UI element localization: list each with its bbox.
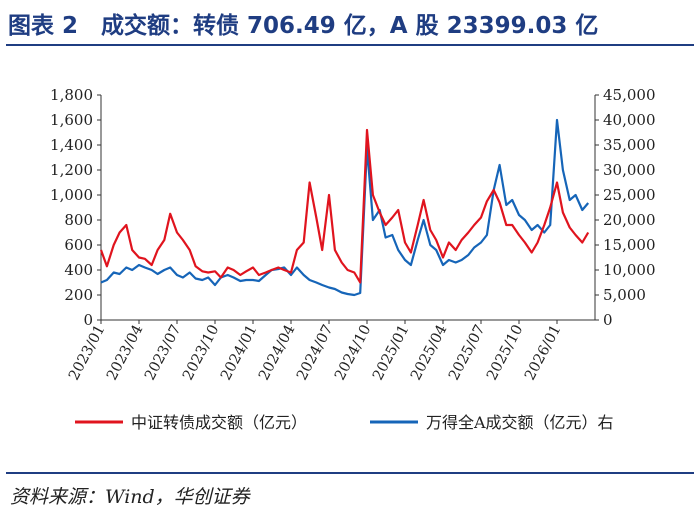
x-tick-label: 2025/01 [370,322,412,383]
turnover-chart: 0 200 400 600 800 1,000 1,200 1,400 1,600 1,800 0 5… [50,86,655,432]
x-tick-label: 2023/04 [104,322,146,383]
y-left-tick-label: 800 [64,211,93,229]
source-note: 资料来源：Wind，华创证券 [10,486,250,508]
y-left-tick-label: 0 [83,311,93,329]
y-right-tick-label: 30,000 [603,161,656,179]
y-right-tick-label: 40,000 [603,111,656,129]
axes: 0 200 400 600 800 1,000 1,200 1,400 1,600 1,800 0 5… [50,86,655,383]
y-left-tick-label: 1,400 [50,136,93,154]
source-divider [6,472,694,474]
y-left-tick-label: 600 [64,236,93,254]
y-right-tick-label: 35,000 [603,136,656,154]
title-divider [6,44,694,46]
x-tick-label: 2025/04 [408,322,450,383]
legend: 中证转债成交额（亿元） 万得全A成交额（亿元）右 [75,413,614,432]
x-tick-label: 2023/01 [66,322,108,383]
y-left-tick-label: 400 [64,261,93,279]
x-tick-label: 2025/10 [484,322,526,383]
y-right-tick-label: 15,000 [603,236,656,254]
y-right-tick-label: 5,000 [603,286,646,304]
figure-title: 图表 2 成交额：转债 706.49 亿，A 股 23399.03 亿 [8,13,599,39]
y-right-tick-label: 20,000 [603,211,656,229]
y-right-tick-label: 0 [603,311,613,329]
y-left-tick-label: 1,600 [50,111,93,129]
y-left-tick-label: 1,800 [50,86,93,104]
x-tick-label: 2023/10 [180,322,222,383]
x-tick-label: 2024/10 [332,322,374,383]
y-right-tick-label: 10,000 [603,261,656,279]
series-layer [99,118,590,297]
y-left-tick-label: 200 [64,286,93,304]
y-left-tick-label: 1,200 [50,161,93,179]
x-tick-label: 2024/07 [294,322,336,383]
legend-label: 万得全A成交额（亿元）右 [426,413,614,432]
x-tick-label: 2024/04 [256,322,298,383]
y-left-tick-label: 1,000 [50,186,93,204]
legend-label: 中证转债成交额（亿元） [131,413,307,432]
series-line-a-share [100,118,590,297]
y-right-tick-label: 25,000 [603,186,656,204]
x-tick-label: 2024/01 [218,322,260,383]
y-right-tick-label: 45,000 [603,86,656,104]
x-tick-label: 2026/01 [522,322,564,383]
x-tick-label: 2023/07 [142,322,184,383]
series-line-convertible-bond [99,128,590,284]
x-tick-label: 2025/07 [446,322,488,383]
